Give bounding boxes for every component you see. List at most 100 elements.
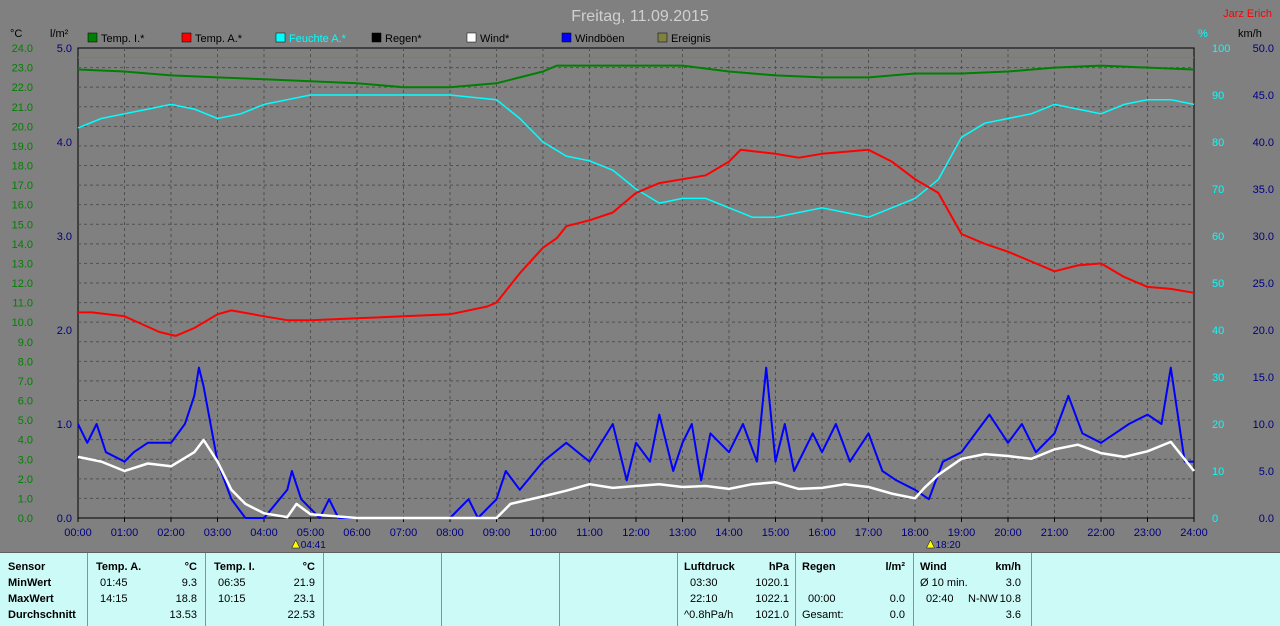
x-tick-label: 09:00: [483, 527, 511, 539]
rain-total-label: Gesamt:: [802, 609, 844, 621]
y-wind-tick-label: 50.0: [1253, 43, 1274, 55]
y-temp-tick-label: 6.0: [18, 396, 33, 408]
legend-swatch: [466, 32, 477, 43]
legend-swatch: [181, 32, 192, 43]
pressure-column: Luftdruck hPa 03:30 1020.1 22:10 1022.1 …: [678, 553, 796, 626]
y-temp-tick-label: 13.0: [12, 258, 33, 270]
x-tick-label: 11:00: [576, 527, 603, 539]
series-wind: [77, 438, 1195, 520]
y-humidity-tick-label: 50: [1212, 278, 1224, 290]
axis-unit-rain: l/m²: [50, 28, 69, 40]
weather-chart: 00:00 01:00 02:00 03:00 04:00 05:00 06:00 07:00…: [10, 8, 1274, 550]
sensor-header: Sensor: [8, 561, 46, 573]
x-tick-label: 10:00: [529, 527, 557, 539]
y-temp-tick-label: 7.0: [18, 376, 33, 388]
temp-indoor-header: Temp. I.: [214, 561, 255, 573]
x-tick-label: 08:00: [436, 527, 464, 539]
y-temp-tick-label: 10.0: [12, 317, 33, 329]
y-temp-tick-label: 9.0: [18, 337, 33, 349]
legend-swatch: [371, 32, 382, 43]
x-tick-label: 21:00: [1041, 527, 1069, 539]
sunrise-icon: [291, 539, 301, 549]
y-temp-tick-label: 21.0: [12, 102, 33, 114]
temp-outdoor-max-time: 14:15: [100, 593, 128, 605]
y-wind-tick-label: 15.0: [1253, 372, 1274, 384]
x-tick-label: 02:00: [157, 527, 185, 539]
wind-unit: km/h: [995, 561, 1021, 573]
y-wind-tick-label: 30.0: [1253, 231, 1274, 243]
y-rain-tick-label: 0.0: [57, 513, 72, 525]
x-tick-label: 00:00: [64, 527, 92, 539]
temp-indoor-column: Temp. I. °C 06:35 21.9 10:15 23.1 22.53: [206, 553, 324, 626]
y-humidity-tick-label: 100: [1212, 43, 1230, 55]
y-temp-tick-label: 5.0: [18, 415, 33, 427]
wind-avg10-value: 3.0: [1005, 577, 1021, 589]
legend-label: Regen*: [385, 33, 422, 45]
rain-unit: l/m²: [885, 561, 905, 573]
wind-avg10-label: Ø 10 min.: [920, 577, 968, 589]
author-label: Jarz Erich: [1223, 8, 1272, 20]
empty-column-3: [560, 553, 678, 626]
y-humidity-tick-label: 10: [1212, 466, 1224, 478]
x-tick-label: 05:00: [297, 527, 325, 539]
legend-label: Windböen: [575, 33, 625, 45]
x-tick-label: 16:00: [808, 527, 836, 539]
x-tick-label: 15:00: [762, 527, 790, 539]
temp-outdoor-min-value: 9.3: [181, 577, 197, 589]
x-tick-label: 01:00: [111, 527, 139, 539]
temp-indoor-unit: °C: [302, 561, 315, 573]
pressure-header: Luftdruck: [684, 561, 735, 573]
axis-unit-humidity: %: [1198, 28, 1208, 40]
legend-swatch: [275, 32, 286, 43]
chart-title: Freitag, 11.09.2015: [571, 8, 709, 25]
y-humidity-tick-label: 30: [1212, 372, 1224, 384]
pressure-min-time: 03:30: [690, 577, 718, 589]
x-tick-label: 20:00: [994, 527, 1022, 539]
sunset-time-label: 18:20: [936, 540, 961, 550]
y-humidity-tick-label: 90: [1212, 90, 1224, 102]
y-temp-tick-label: 24.0: [12, 43, 33, 55]
y-temp-tick-label: 18.0: [12, 161, 33, 173]
rain-max-time: 00:00: [808, 593, 836, 605]
temp-outdoor-avg-value: 13.53: [169, 609, 197, 621]
y-wind-tick-label: 25.0: [1253, 278, 1274, 290]
row-label-avg: Durchschnitt: [8, 609, 76, 621]
sunset-icon: [926, 539, 935, 549]
temp-indoor-max-value: 23.1: [293, 593, 315, 605]
temp-outdoor-max-value: 18.8: [175, 593, 197, 605]
y-temp-tick-label: 12.0: [12, 278, 33, 290]
y-temp-tick-label: 0.0: [18, 513, 33, 525]
legend-swatch: [657, 32, 668, 43]
y-temp-tick-label: 22.0: [12, 82, 33, 94]
temp-indoor-min-value: 21.9: [293, 577, 315, 589]
x-tick-label: 12:00: [622, 527, 650, 539]
y-temp-tick-label: 20.0: [12, 121, 33, 133]
pressure-max-time: 22:10: [690, 593, 718, 605]
y-rain-tick-label: 3.0: [57, 231, 72, 243]
pressure-unit: hPa: [768, 561, 789, 573]
legend-label: Feuchte A.*: [289, 33, 347, 45]
rain-max-value: 0.0: [889, 593, 905, 605]
rain-total-value: 0.0: [889, 609, 905, 621]
y-humidity-tick-label: 80: [1212, 137, 1224, 149]
pressure-max-value: 1022.1: [755, 593, 789, 605]
y-wind-tick-label: 5.0: [1259, 466, 1274, 478]
y-temp-tick-label: 11.0: [12, 298, 33, 310]
pressure-trend: ^0.8hPa/h: [684, 609, 734, 621]
y-humidity-tick-label: 60: [1212, 231, 1224, 243]
y-rain-tick-label: 5.0: [57, 43, 72, 55]
x-tick-label: 23:00: [1134, 527, 1162, 539]
temp-indoor-avg-value: 22.53: [287, 609, 315, 621]
y-wind-tick-label: 20.0: [1253, 325, 1274, 337]
temp-outdoor-min-time: 01:45: [100, 577, 128, 589]
temp-indoor-max-time: 10:15: [218, 593, 246, 605]
y-humidity-tick-label: 0: [1212, 513, 1218, 525]
temp-indoor-min-time: 06:35: [218, 577, 246, 589]
x-tick-label: 07:00: [390, 527, 418, 539]
x-tick-label: 14:00: [715, 527, 743, 539]
legend-label: Ereignis: [671, 33, 711, 45]
temp-outdoor-unit: °C: [184, 561, 197, 573]
x-tick-label: 22:00: [1087, 527, 1115, 539]
row-label-min: MinWert: [8, 577, 52, 589]
empty-column-2: [442, 553, 560, 626]
